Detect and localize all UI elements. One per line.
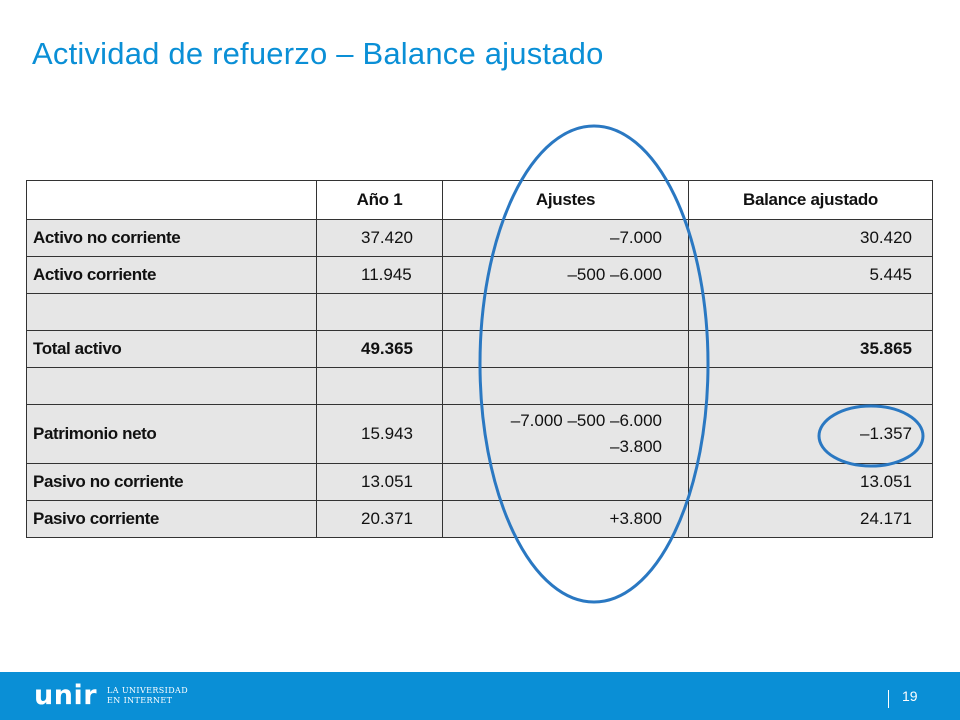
adjustment-line: –3.800 xyxy=(610,437,662,456)
table-row: Activo no corriente 37.420 –7.000 30.420 xyxy=(26,219,933,257)
table-row: Pasivo no corriente 13.051 13.051 xyxy=(26,463,933,501)
logo-wordmark: unir xyxy=(34,680,98,711)
empty-cell xyxy=(316,367,443,405)
adjustment-value: –7.000 xyxy=(442,219,689,257)
empty-cell xyxy=(688,367,933,405)
adjusted-value: 5.445 xyxy=(688,256,933,294)
footer-bar: unir LA UNIVERSIDAD EN INTERNET 19 xyxy=(0,672,960,720)
year1-value: 49.365 xyxy=(316,330,443,368)
adjusted-value: 30.420 xyxy=(688,219,933,257)
year1-value: 11.945 xyxy=(316,256,443,294)
empty-cell xyxy=(26,367,317,405)
row-label: Pasivo corriente xyxy=(26,500,317,538)
slide-title: Actividad de refuerzo – Balance ajustado xyxy=(32,36,604,71)
table-row: Patrimonio neto 15.943 –7.000 –500 –6.00… xyxy=(26,404,933,464)
row-label: Patrimonio neto xyxy=(26,404,317,464)
empty-cell xyxy=(688,293,933,331)
unir-logo: unir LA UNIVERSIDAD EN INTERNET xyxy=(34,681,188,711)
empty-cell xyxy=(442,293,689,331)
adjusted-value: 35.865 xyxy=(688,330,933,368)
year1-value: 15.943 xyxy=(316,404,443,464)
adjustment-value: –7.000 –500 –6.000 –3.800 xyxy=(442,404,689,464)
table-row: Activo corriente 11.945 –500 –6.000 5.44… xyxy=(26,256,933,294)
table-header-row: Año 1 Ajustes Balance ajustado xyxy=(26,180,933,220)
adjustment-value xyxy=(442,463,689,501)
year1-value: 37.420 xyxy=(316,219,443,257)
header-adjusted-balance: Balance ajustado xyxy=(688,180,933,220)
empty-row xyxy=(26,367,933,405)
page-number-divider xyxy=(888,690,889,708)
logo-tagline-line: LA UNIVERSIDAD xyxy=(107,686,189,695)
adjusted-value: –1.357 xyxy=(688,404,933,464)
row-label: Activo no corriente xyxy=(26,219,317,257)
logo-tagline-line: EN INTERNET xyxy=(107,696,173,705)
table-row-total: Total activo 49.365 35.865 xyxy=(26,330,933,368)
row-label: Activo corriente xyxy=(26,256,317,294)
adjustment-line: –7.000 –500 –6.000 xyxy=(510,411,662,430)
adjustment-value xyxy=(442,330,689,368)
logo-tagline: LA UNIVERSIDAD EN INTERNET xyxy=(107,686,188,706)
table-row: Pasivo corriente 20.371 +3.800 24.171 xyxy=(26,500,933,538)
adjustment-line: –500 –6.000 xyxy=(567,265,662,284)
adjustment-line: +3.800 xyxy=(609,509,662,528)
adjustment-value: –500 –6.000 xyxy=(442,256,689,294)
empty-cell xyxy=(26,293,317,331)
adjustment-value: +3.800 xyxy=(442,500,689,538)
empty-row xyxy=(26,293,933,331)
adjustment-line: –7.000 xyxy=(610,228,662,247)
empty-cell xyxy=(442,367,689,405)
header-year1: Año 1 xyxy=(316,180,443,220)
header-adjustments: Ajustes xyxy=(442,180,689,220)
adjusted-value: 24.171 xyxy=(688,500,933,538)
row-label: Total activo xyxy=(26,330,317,368)
adjusted-value: 13.051 xyxy=(688,463,933,501)
balance-table: Año 1 Ajustes Balance ajustado Activo no… xyxy=(26,180,933,538)
row-label: Pasivo no corriente xyxy=(26,463,317,501)
page-number: 19 xyxy=(902,688,918,704)
year1-value: 13.051 xyxy=(316,463,443,501)
header-empty xyxy=(26,180,317,220)
empty-cell xyxy=(316,293,443,331)
year1-value: 20.371 xyxy=(316,500,443,538)
